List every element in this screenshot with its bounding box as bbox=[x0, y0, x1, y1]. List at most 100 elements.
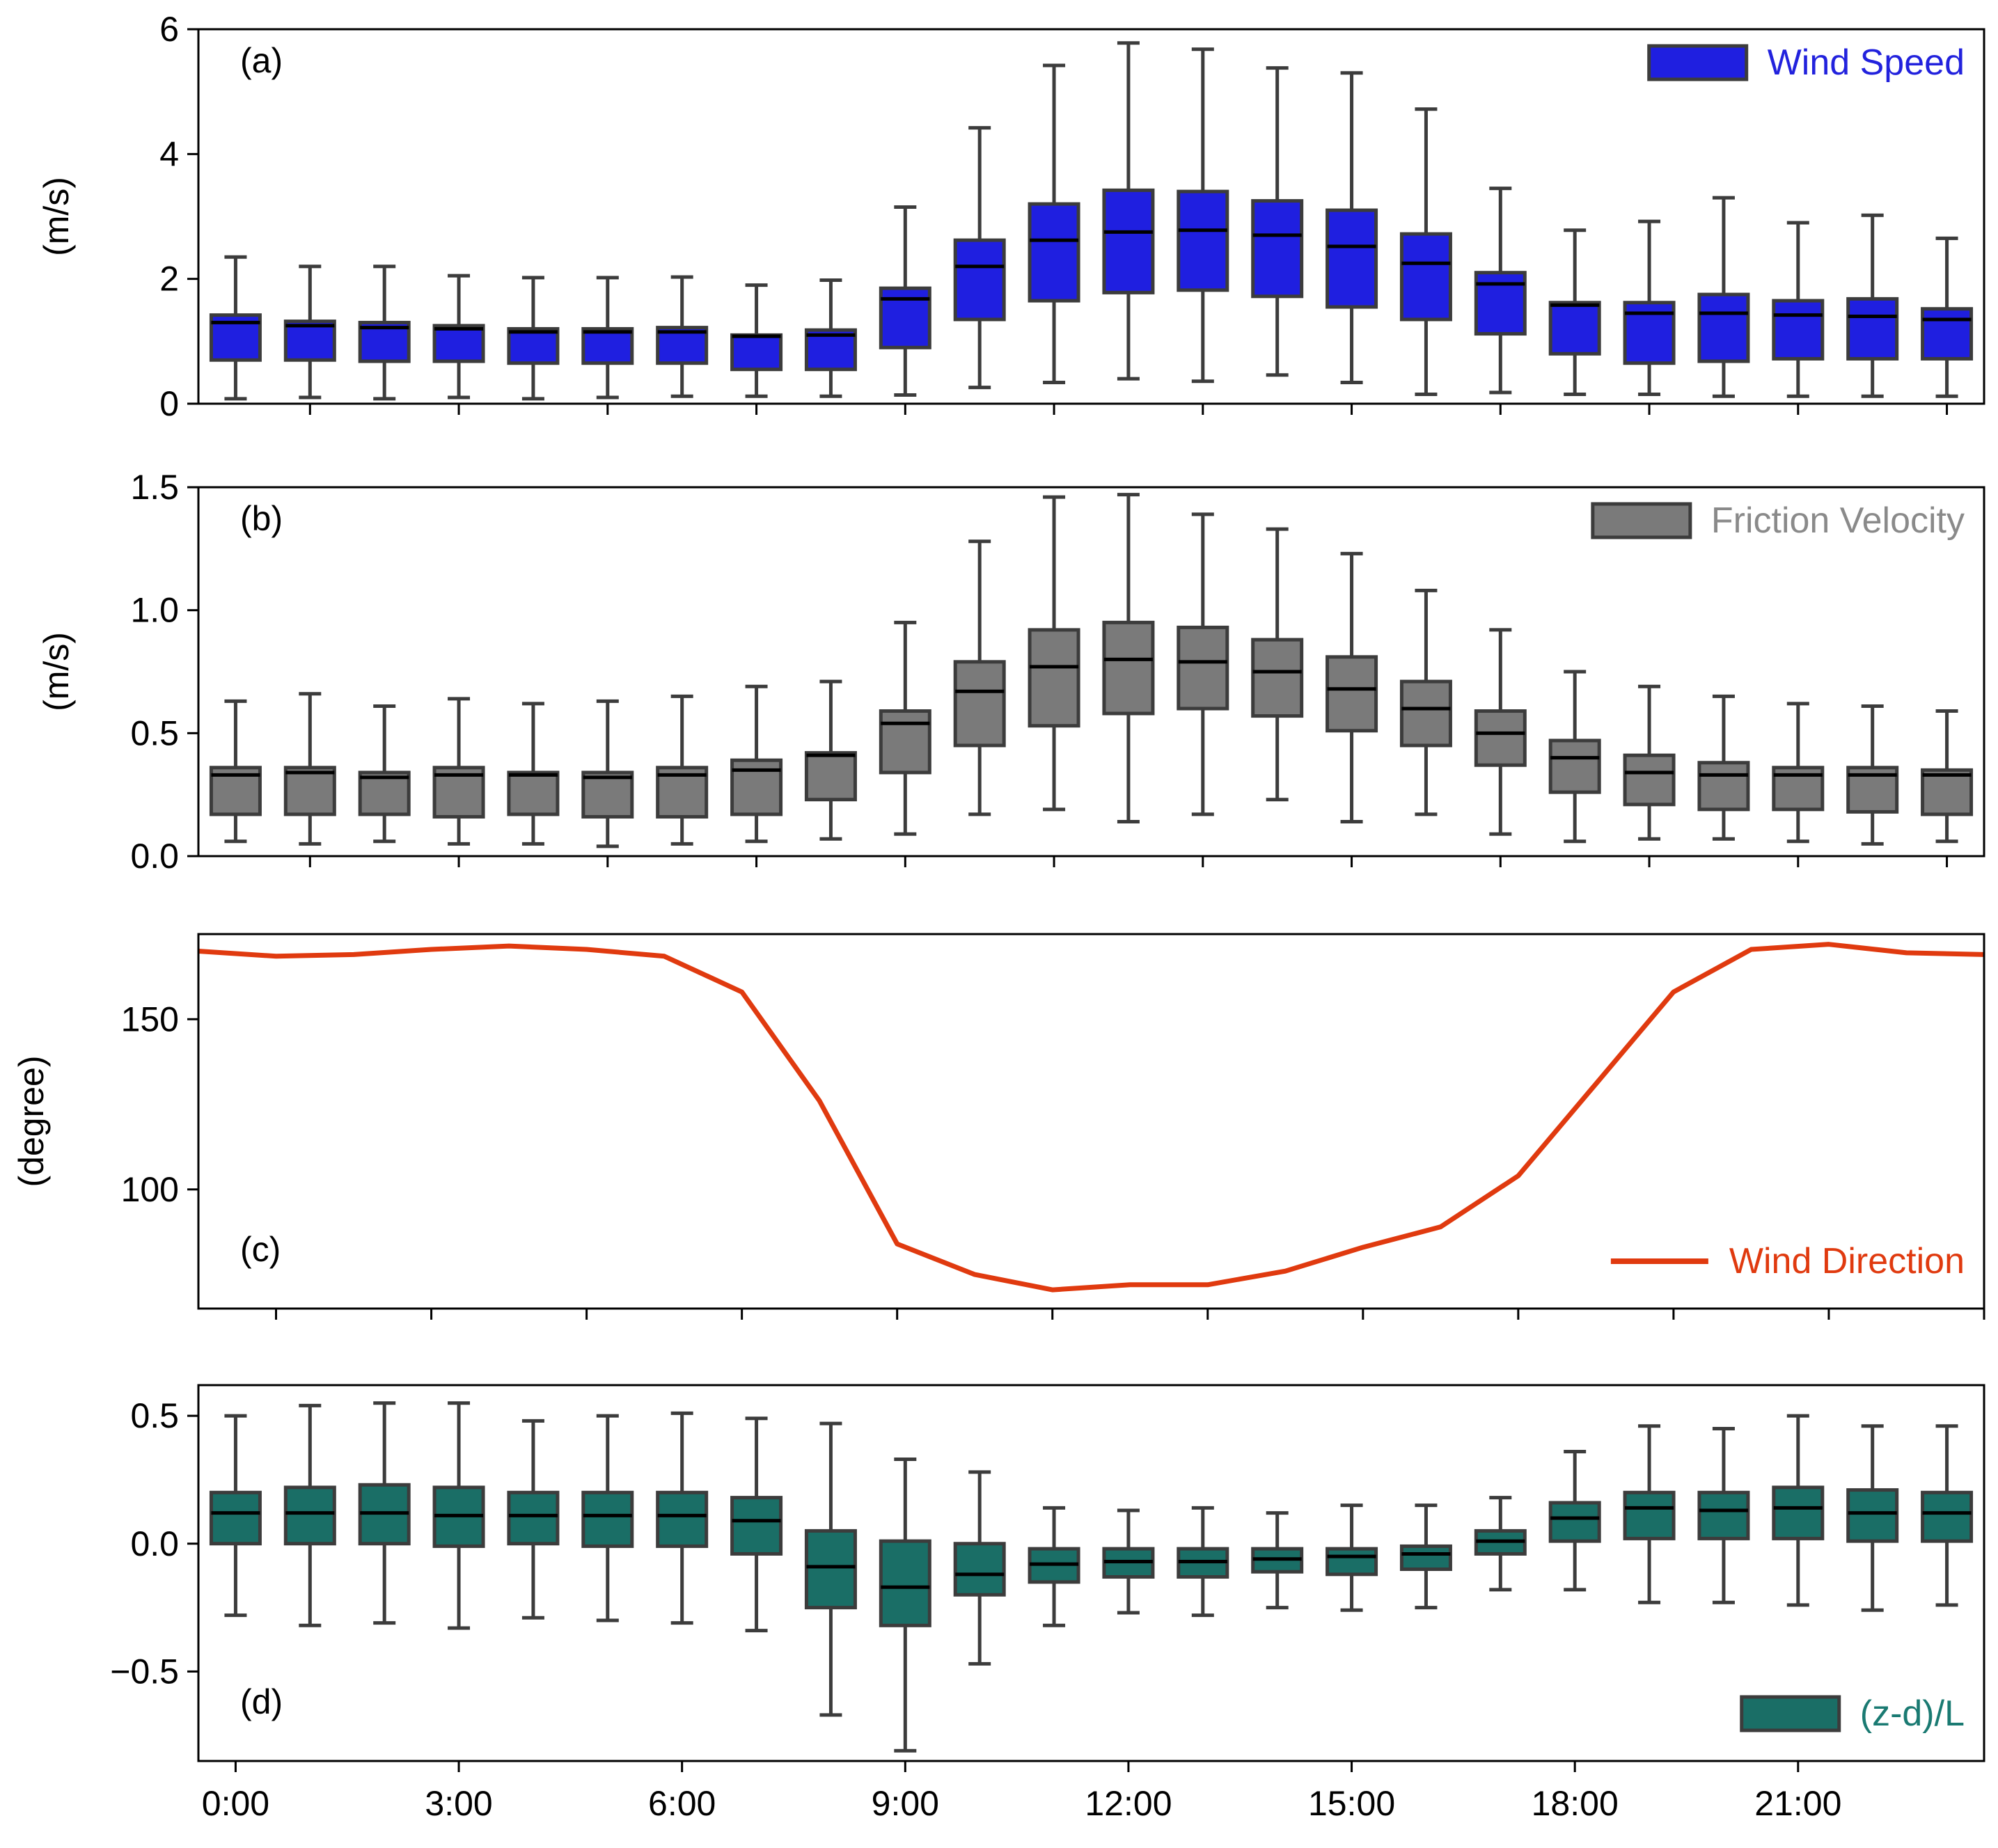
box-iqr bbox=[432, 324, 485, 363]
box-iqr bbox=[656, 1490, 709, 1548]
box-13 bbox=[1177, 47, 1229, 384]
box-iqr bbox=[1623, 753, 1676, 807]
box-iqr bbox=[581, 1490, 634, 1548]
box-11 bbox=[1028, 495, 1080, 812]
box-8 bbox=[804, 1421, 857, 1717]
box-iqr bbox=[1326, 208, 1378, 309]
box-iqr bbox=[283, 766, 336, 816]
box-iqr bbox=[1921, 1490, 1974, 1543]
box-5 bbox=[581, 276, 634, 400]
y-axis-label: (m/s) bbox=[37, 632, 76, 711]
panel-a: 0 2 4 6 (m/s) (a) Wind Speed bbox=[37, 10, 1985, 423]
box-iqr bbox=[581, 771, 634, 819]
box-iqr bbox=[1846, 297, 1899, 361]
box-18 bbox=[1548, 670, 1601, 844]
y-tick-label: 150 bbox=[121, 1000, 179, 1038]
axes-frame bbox=[197, 933, 1985, 1310]
x-tick-label: 18:00 bbox=[1532, 1784, 1619, 1823]
box-iqr bbox=[1028, 628, 1080, 728]
box-19 bbox=[1623, 1424, 1676, 1604]
box-6 bbox=[656, 694, 709, 846]
box-iqr bbox=[953, 238, 1006, 322]
y-tick-label: 6 bbox=[159, 10, 179, 49]
box-1 bbox=[283, 692, 336, 846]
box-1 bbox=[283, 1403, 336, 1627]
box-23 bbox=[1921, 236, 1974, 398]
legend-swatch bbox=[1591, 502, 1692, 539]
box-iqr bbox=[1921, 768, 1974, 816]
panel-label: (a) bbox=[240, 41, 283, 80]
box-iqr bbox=[581, 326, 634, 365]
box-iqr bbox=[953, 660, 1006, 748]
box-iqr bbox=[283, 319, 336, 362]
box-8 bbox=[804, 278, 857, 398]
box-17 bbox=[1474, 187, 1527, 395]
panel-c: 100 150 (degree) (c) Wind Direction bbox=[12, 933, 1985, 1320]
box-iqr bbox=[1474, 709, 1527, 767]
box-17 bbox=[1474, 1496, 1527, 1592]
y-tick-label: 2 bbox=[159, 260, 179, 299]
legend-swatch bbox=[1740, 1695, 1841, 1732]
box-12 bbox=[1102, 41, 1155, 381]
box-18 bbox=[1548, 1450, 1601, 1592]
y-tick-label: 1.0 bbox=[130, 591, 179, 630]
legend-label: (z-d)/L bbox=[1860, 1693, 1965, 1734]
panel-label: (d) bbox=[240, 1682, 283, 1721]
box-6 bbox=[656, 275, 709, 398]
box-iqr bbox=[804, 1529, 857, 1610]
box-0 bbox=[209, 699, 262, 844]
box-iqr bbox=[1772, 1485, 1825, 1540]
box-9 bbox=[879, 620, 931, 836]
box-16 bbox=[1399, 588, 1452, 816]
box-23 bbox=[1921, 1424, 1974, 1607]
y-tick-label: 1.5 bbox=[130, 468, 179, 507]
box-13 bbox=[1177, 512, 1229, 816]
box-20 bbox=[1697, 1426, 1750, 1604]
box-iqr bbox=[1177, 189, 1229, 292]
box-iqr bbox=[1399, 232, 1452, 322]
box-iqr bbox=[1548, 301, 1601, 356]
box-20 bbox=[1697, 694, 1750, 841]
box-2 bbox=[358, 704, 411, 844]
box-iqr bbox=[1772, 299, 1825, 361]
y-tick-label: −0.5 bbox=[110, 1652, 179, 1691]
box-iqr bbox=[283, 1485, 336, 1546]
box-iqr bbox=[1102, 620, 1155, 716]
box-iqr bbox=[879, 709, 931, 775]
box-15 bbox=[1326, 551, 1378, 824]
y-tick-label: 100 bbox=[121, 1170, 179, 1209]
panel-d: −0.5 0.0 0.5 0:00 3:00 6:00 9:00 12:00 15:00 18:0… bbox=[110, 1384, 1985, 1823]
box-14 bbox=[1251, 1511, 1304, 1610]
box-4 bbox=[507, 276, 560, 401]
legend: Wind Speed bbox=[1647, 42, 1965, 83]
box-5 bbox=[581, 1414, 634, 1622]
x-tick-label: 6:00 bbox=[648, 1784, 716, 1823]
box-iqr bbox=[1921, 307, 1974, 361]
legend: Wind Direction bbox=[1610, 1241, 1965, 1281]
legend-label: Wind Direction bbox=[1729, 1241, 1965, 1281]
box-16 bbox=[1399, 107, 1452, 397]
box-0 bbox=[209, 255, 262, 401]
box-10 bbox=[953, 1470, 1006, 1666]
x-tick-label: 9:00 bbox=[872, 1784, 939, 1823]
box-iqr bbox=[358, 771, 411, 816]
box-11 bbox=[1028, 63, 1080, 385]
box-iqr bbox=[1548, 1501, 1601, 1543]
box-11 bbox=[1028, 1506, 1080, 1627]
box-iqr bbox=[730, 333, 783, 372]
box-iqr bbox=[1474, 271, 1527, 336]
box-21 bbox=[1772, 1414, 1825, 1607]
box-3 bbox=[432, 274, 485, 400]
y-axis-label: (degree) bbox=[12, 1056, 51, 1187]
box-9 bbox=[879, 1458, 931, 1753]
box-22 bbox=[1846, 213, 1899, 398]
box-13 bbox=[1177, 1506, 1229, 1618]
box-iqr bbox=[209, 1490, 262, 1546]
box-23 bbox=[1921, 709, 1974, 844]
box-10 bbox=[953, 126, 1006, 390]
box-15 bbox=[1326, 71, 1378, 385]
box-5 bbox=[581, 699, 634, 848]
box-iqr bbox=[1399, 1544, 1452, 1571]
box-iqr bbox=[507, 1490, 560, 1546]
